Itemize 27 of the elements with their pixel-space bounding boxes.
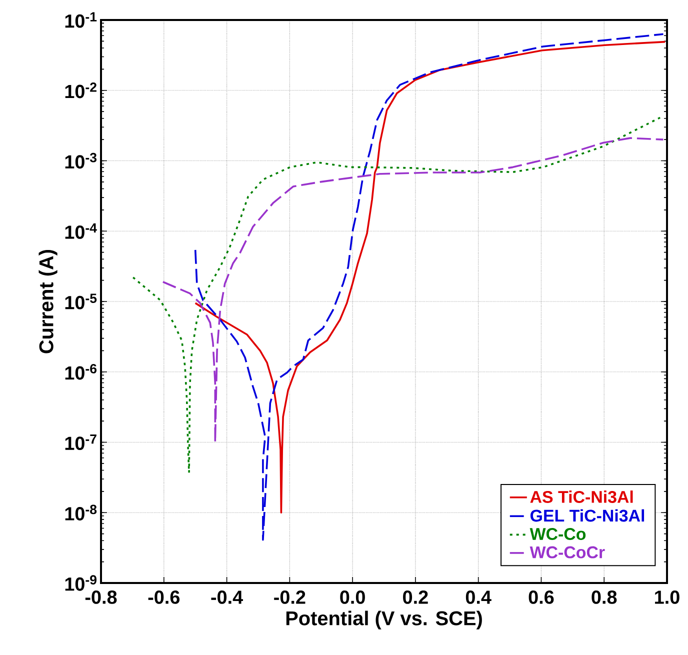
x-tick-label: -0.6: [148, 590, 180, 604]
x-tick-label: -0.4: [211, 590, 243, 604]
legend-label: WC-CoCr: [530, 546, 605, 558]
y-axis-title: Current (A): [38, 250, 58, 354]
x-tick-label: 0.6: [528, 590, 554, 604]
line-series: [132, 116, 661, 474]
x-tick-label: -0.8: [85, 590, 117, 604]
legend-label: WC-Co: [530, 528, 586, 540]
x-tick-label: 0.0: [340, 590, 365, 604]
y-tick-label: 10$^{-5}$: [65, 294, 97, 310]
x-tick-label: 1.0: [655, 590, 680, 604]
y-tick-label: 10$^{-8}$: [65, 504, 97, 520]
legend-label: AS TiC-Ni3Al: [530, 490, 633, 503]
line-series: [162, 137, 664, 444]
y-tick-label: 10$^{-2}$: [65, 82, 96, 98]
y-tick-label: 10$^{-9}$: [65, 575, 96, 591]
x-tick-label: 0.2: [403, 590, 428, 604]
x-axis-title: Potential (V vs. SCE): [286, 610, 482, 630]
x-tick-label: -0.2: [274, 590, 306, 604]
x-tick-label: 0.4: [466, 590, 492, 604]
y-tick-label: 10$^{-6}$: [65, 364, 97, 380]
y-tick-label: 10$^{-1}$: [65, 12, 97, 28]
y-tick-label: 10$^{-3}$: [65, 152, 97, 169]
legend-label: GEL TiC-Ni3Al: [530, 509, 644, 522]
y-tick-label: 10$^{-4}$: [65, 223, 97, 239]
x-tick-label: 0.8: [592, 590, 617, 604]
y-tick-label: 10$^{-7}$: [65, 434, 96, 450]
